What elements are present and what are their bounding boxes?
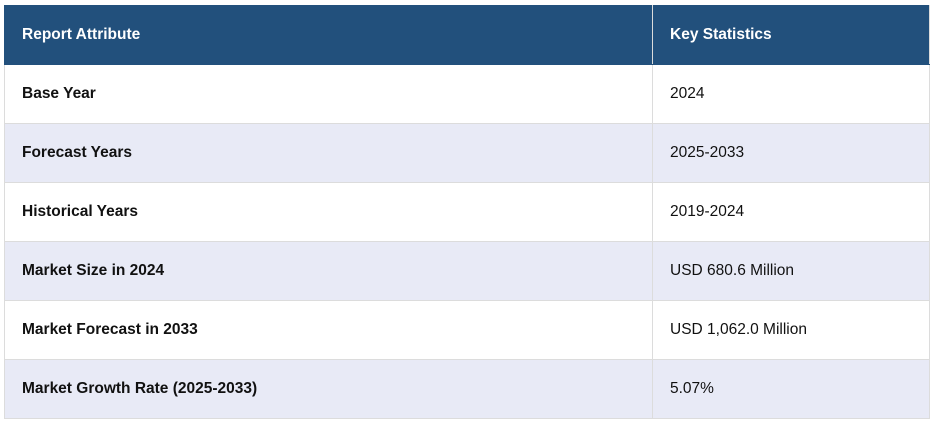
header-cell: Report Attribute: [4, 5, 653, 65]
table-row: Market Growth Rate (2025-2033) 5.07%: [4, 359, 930, 419]
table-row: Market Size in 2024 USD 680.6 Million: [4, 241, 930, 301]
table-row: Historical Years 2019-2024: [4, 182, 930, 242]
report-table: Report Attribute Key Statistics Base Yea…: [4, 5, 930, 419]
table-row: Base Year 2024: [4, 64, 930, 124]
attribute-cell: Market Growth Rate (2025-2033): [4, 359, 653, 419]
attribute-cell: Base Year: [4, 64, 653, 124]
attribute-cell: Market Forecast in 2033: [4, 300, 653, 360]
attribute-cell: Forecast Years: [4, 123, 653, 183]
statistic-cell: 2024: [652, 64, 930, 124]
table-row: Forecast Years 2025-2033: [4, 123, 930, 183]
attribute-cell: Market Size in 2024: [4, 241, 653, 301]
statistic-cell: 2019-2024: [652, 182, 930, 242]
statistic-cell: 5.07%: [652, 359, 930, 419]
table-row: Market Forecast in 2033 USD 1,062.0 Milli…: [4, 300, 930, 360]
header-row: Report Attribute Key Statistics: [4, 5, 930, 65]
header-cell: Key Statistics: [652, 5, 930, 65]
statistic-cell: USD 1,062.0 Million: [652, 300, 930, 360]
attribute-cell: Historical Years: [4, 182, 653, 242]
table-body: Base Year 2024 Forecast Years 2025-2033 Hist…: [4, 64, 930, 419]
statistic-cell: 2025-2033: [652, 123, 930, 183]
statistic-cell: USD 680.6 Million: [652, 241, 930, 301]
